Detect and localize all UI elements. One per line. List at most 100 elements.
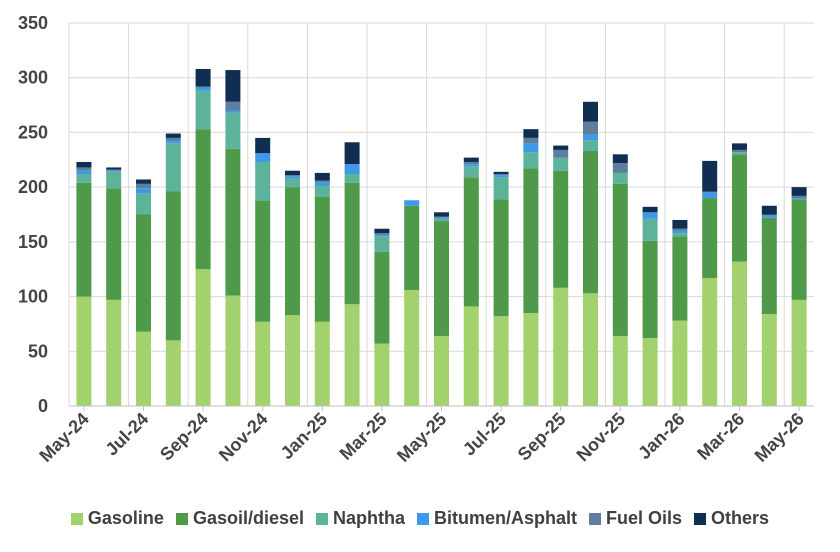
bar-segment [523,129,539,138]
bar-segment [612,163,628,173]
bar-segment [553,157,569,171]
y-axis-tick-labels: 0 50 100 150 200 250 300 350 [18,13,48,416]
legend-swatch [316,512,328,525]
bar-segment [642,206,658,213]
legend-label: Fuel Oils [606,508,683,528]
bar-segment [374,251,390,344]
bar-segment [106,167,122,170]
x-tick-label: May-24 [35,409,92,466]
bar-segment [732,261,747,406]
bar-segment [463,157,479,162]
bar-segment [732,152,747,155]
bar-segment [136,183,151,189]
bar-segment [791,199,807,300]
bar-segment [165,141,181,144]
bar-segment [523,312,539,406]
bar-segment [642,338,658,406]
bar-segment [136,331,151,406]
bar-segment [583,101,598,122]
y-tick-label: 350 [18,13,48,33]
bar-segment [314,180,330,183]
bar-segment [523,143,539,153]
bar-segment [195,269,211,406]
x-tick-label: May-25 [393,409,450,466]
bar-segment [583,134,598,141]
bar-segment [106,171,122,189]
bar-segment [404,205,420,291]
bar-segment [463,177,479,307]
bar-segment [761,314,777,406]
bar-segment [225,112,241,149]
bar-segment [493,177,509,200]
bar-segment [136,193,151,215]
bar-segment [314,321,330,406]
y-tick-label: 250 [18,122,48,142]
bar-segment [702,277,718,406]
y-tick-label: 100 [18,287,48,307]
bar-segment [225,70,241,102]
x-tick-label: Jul-24 [101,409,152,460]
bar-segment [761,205,777,215]
bar-segment [165,191,181,341]
bar-segment [761,217,777,315]
bar-segment [642,218,658,241]
legend: Gasoline Gasoil/diesel Naphtha Bitumen/Asph… [0,508,840,529]
bar-segment [672,233,688,237]
x-tick-label: Jan-26 [634,409,688,463]
bar-segment [702,160,718,192]
bar-segment [583,151,598,294]
x-axis: May-24 Jul-24 Sep-24 Nov-24 Jan-25 Mar-25 May-… [35,405,814,466]
bar-segment [434,217,449,219]
gridlines [68,22,814,406]
bar-segment [463,166,479,178]
bar-segment [374,228,390,234]
bar-segment [374,235,390,237]
x-tick-label: Sep-24 [156,409,212,465]
legend-swatch [589,512,602,525]
bar-segment [672,228,688,231]
bar-segment [255,321,271,406]
legend-label: Naphtha [333,508,405,528]
bar-segment [553,149,569,158]
bar-segment [374,343,390,406]
bar-segment [344,142,360,165]
bar-segment [493,199,509,317]
bar-segment [106,188,122,300]
bar-segment [434,221,449,336]
x-tick-label: Mar-26 [693,409,748,464]
bar-segment [702,198,718,278]
bar-segment [344,164,360,175]
bar-segment [136,188,151,194]
bar-segment [76,174,92,183]
bars [76,68,807,406]
bar-segment [225,148,241,296]
bar-segment [76,170,92,175]
bar-segment [106,169,122,171]
y-tick-label: 150 [18,232,48,252]
bar-segment [761,214,777,216]
legend-swatch [417,512,429,525]
bar-segment [493,316,509,406]
bar-segment [612,183,628,336]
bar-segment [702,191,718,193]
legend-item: Gasoil/diesel [175,508,304,529]
bar-segment [76,296,92,406]
x-tick-label: Nov-25 [573,409,630,466]
bar-segment [255,153,271,162]
bar-segment [672,219,688,229]
bar-segment [642,240,658,339]
y-tick-label: 50 [28,341,48,361]
bar-segment [195,129,211,270]
x-tick-label: Jan-25 [277,409,331,463]
y-tick-label: 300 [18,68,48,88]
bar-segment [374,233,390,236]
bar-segment [225,295,241,406]
bar-segment [106,299,122,406]
bar-segment [285,187,300,316]
bar-segment [314,196,330,322]
bar-segment [344,182,360,305]
bar-segment [165,133,181,138]
bar-segment [732,149,747,153]
bar-segment [314,182,330,187]
